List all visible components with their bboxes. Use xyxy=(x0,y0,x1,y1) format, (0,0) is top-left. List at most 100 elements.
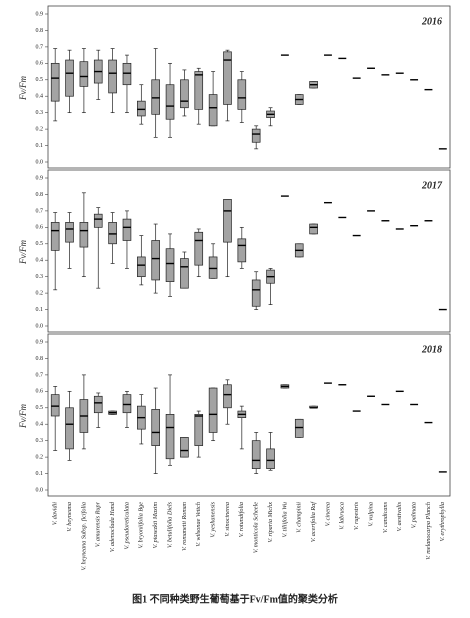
y-tick-label: 0.1 xyxy=(36,307,44,313)
y-tick-label: 0.6 xyxy=(36,61,44,67)
y-tick-label: 0.3 xyxy=(36,110,44,116)
box xyxy=(223,51,232,105)
box xyxy=(251,279,261,307)
panel-title: 2016 xyxy=(421,16,442,27)
box xyxy=(151,79,160,115)
x-tick-label: V. champinii xyxy=(296,502,303,533)
box xyxy=(65,59,74,97)
box xyxy=(165,248,175,282)
x-tick-label: V. amurensis Rupr xyxy=(95,501,102,547)
box xyxy=(180,79,189,109)
box xyxy=(251,440,261,469)
x-tick-label: V. pseudoreticulata xyxy=(123,502,130,549)
y-tick-label: 0.8 xyxy=(36,356,44,362)
box xyxy=(180,258,189,289)
y-tick-label: 0.2 xyxy=(36,454,44,460)
box xyxy=(208,387,218,433)
panel-title: 2017 xyxy=(421,180,443,191)
box xyxy=(223,199,232,243)
x-tick-label: V. aestivalis xyxy=(396,501,403,531)
box xyxy=(93,213,103,228)
y-tick-label: 0.8 xyxy=(36,28,44,34)
y-tick-label: 0.2 xyxy=(36,290,44,296)
x-tick-label: V. tiliifolia Wu xyxy=(281,502,288,537)
x-tick-label: V. candicans xyxy=(382,501,389,533)
box xyxy=(237,238,247,263)
box xyxy=(151,409,160,446)
x-tick-label: V. labrusca xyxy=(339,502,346,530)
box xyxy=(251,128,261,143)
y-tick-label: 0.7 xyxy=(36,208,44,214)
box xyxy=(65,407,74,450)
x-tick-label: V. erythrophylla xyxy=(439,502,446,542)
box xyxy=(194,414,204,446)
box xyxy=(237,79,247,110)
box xyxy=(108,59,117,94)
x-tick-label: V. riparia Michx xyxy=(267,502,274,543)
box xyxy=(122,218,132,241)
y-axis-label: Fv/Fm xyxy=(18,76,28,101)
y-tick-label: 0.4 xyxy=(36,94,44,100)
y-tick-label: 0.1 xyxy=(36,143,44,149)
x-tick-label: V. palmata xyxy=(411,502,418,528)
panel-frame xyxy=(47,5,451,169)
panel-title: 2018 xyxy=(421,344,442,355)
x-tick-label: V. heyneana Subsp. ficifolia xyxy=(80,502,87,570)
box xyxy=(165,414,175,460)
box xyxy=(122,394,132,414)
x-tick-label: V. romanetii Roman xyxy=(181,502,188,551)
box xyxy=(137,256,146,278)
y-tick-label: 0.2 xyxy=(36,126,44,132)
y-tick-label: 0.5 xyxy=(36,241,44,247)
box xyxy=(266,448,275,469)
y-tick-label: 0.9 xyxy=(36,175,44,181)
y-tick-label: 0.9 xyxy=(36,339,44,345)
y-tick-label: 0.8 xyxy=(36,192,44,198)
y-tick-label: 0.5 xyxy=(36,77,44,83)
x-tick-label: V. wilsonae Veitch xyxy=(195,502,202,547)
box xyxy=(122,62,132,86)
x-tick-label: V. rotundifolia xyxy=(238,502,245,537)
box xyxy=(50,62,60,102)
y-tick-label: 0.4 xyxy=(36,422,44,428)
y-axis-label: Fv/Fm xyxy=(18,240,28,265)
box xyxy=(165,84,175,120)
panel-frame xyxy=(47,169,451,333)
y-tick-label: 0.5 xyxy=(36,405,44,411)
box xyxy=(79,222,89,248)
box xyxy=(294,418,304,438)
box xyxy=(208,256,218,279)
x-tick-label: V. yeshanensis xyxy=(210,501,217,537)
x-tick-label: V. betulifolia Diels xyxy=(166,501,173,548)
x-tick-label: V. rupestris xyxy=(353,501,360,530)
y-tick-label: 0.1 xyxy=(36,471,44,477)
box xyxy=(65,222,74,243)
box xyxy=(108,222,117,245)
box xyxy=(79,61,89,87)
x-tick-label: V. melanocarpa Planch xyxy=(425,502,432,560)
x-tick-label: V. adenoclada Hand xyxy=(109,501,116,552)
x-tick-label: V. davidii xyxy=(52,502,59,526)
box xyxy=(50,394,60,417)
box xyxy=(208,94,218,127)
x-tick-label: V. heyneana xyxy=(66,502,73,532)
y-tick-label: 0.9 xyxy=(36,11,44,17)
panel-frame xyxy=(47,333,451,497)
box xyxy=(137,100,146,117)
x-tick-label: V. vulpina xyxy=(367,502,374,527)
y-tick-label: 0.0 xyxy=(36,159,44,165)
x-tick-label: V. monticola Scheele xyxy=(253,502,260,554)
x-tick-label: V. acerifolia Raf xyxy=(310,501,317,543)
x-tick-label: V. bryoniifolia Bge xyxy=(138,502,145,549)
y-tick-label: 0.4 xyxy=(36,258,44,264)
box xyxy=(309,223,318,235)
y-tick-label: 0.7 xyxy=(36,372,44,378)
x-tick-label: V. sinocinerea xyxy=(224,502,231,537)
y-tick-label: 0.0 xyxy=(36,487,44,493)
box xyxy=(194,231,204,266)
box xyxy=(151,240,160,281)
box xyxy=(93,395,103,414)
y-tick-label: 0.6 xyxy=(36,389,44,395)
y-tick-label: 0.7 xyxy=(36,44,44,50)
